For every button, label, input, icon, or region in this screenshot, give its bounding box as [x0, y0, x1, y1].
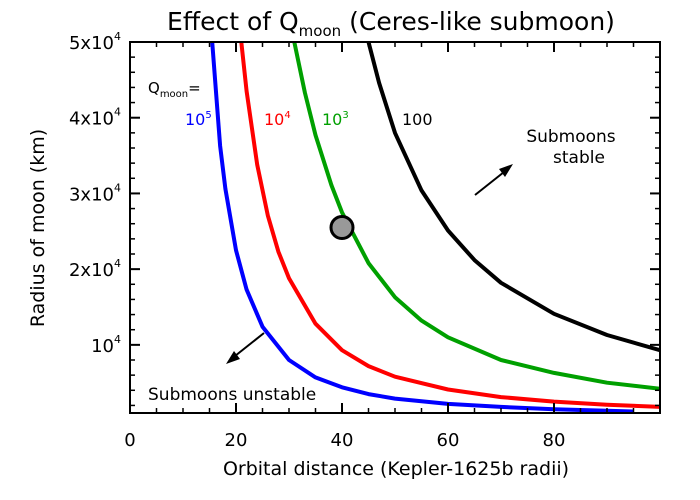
series-layer: [210, 42, 660, 413]
series-label-q100: 100: [402, 110, 433, 129]
y-tick-label: 2x104: [69, 257, 121, 281]
y-tick-label: 104: [91, 333, 121, 357]
annotation-unstable: Submoons unstable: [148, 385, 316, 405]
series-label-q1e5: 105: [185, 110, 212, 129]
x-tick-label: 0: [124, 430, 135, 451]
y-tick-label: 3x104: [69, 181, 121, 205]
y-tick-label: 5x104: [69, 30, 121, 54]
series-label-q1e3: 103: [322, 110, 349, 129]
x-tick-label: 80: [543, 430, 566, 451]
series-label-q1e4: 104: [264, 110, 291, 129]
series-line-q100: [366, 42, 660, 353]
arrow-stable-icon: [474, 164, 513, 196]
annotation-stable-line1: Submoons: [526, 127, 615, 147]
x-tick-label: 40: [331, 430, 354, 451]
x-tick-label: 60: [437, 430, 460, 451]
data-point-marker: [329, 215, 355, 240]
plot-frame: [129, 41, 661, 414]
series-line-q1e5: [210, 42, 634, 413]
arrow-unstable-icon: [226, 332, 265, 364]
tick-layer: 0 20 40 60 80 104 2x104 3x104 4x104 5x104: [69, 30, 660, 451]
x-tick-label: 20: [225, 430, 248, 451]
y-tick-label: 4x104: [69, 106, 121, 130]
chart-title: Effect of Qmoon (Ceres-like submoon): [167, 7, 615, 40]
legend-heading: Qmoon=: [148, 79, 201, 100]
x-axis-label: Orbital distance (Kepler-1625b radii): [223, 458, 569, 480]
series-line-q1e4: [239, 42, 660, 409]
series-line-q1e3: [292, 42, 660, 391]
plot-area: 0 20 40 60 80 104 2x104 3x104 4x104 5x104: [69, 30, 661, 451]
marker-layer: [329, 215, 355, 240]
annotation-stable-line2: stable: [553, 148, 605, 168]
y-axis-label: Radius of moon (km): [27, 129, 49, 327]
